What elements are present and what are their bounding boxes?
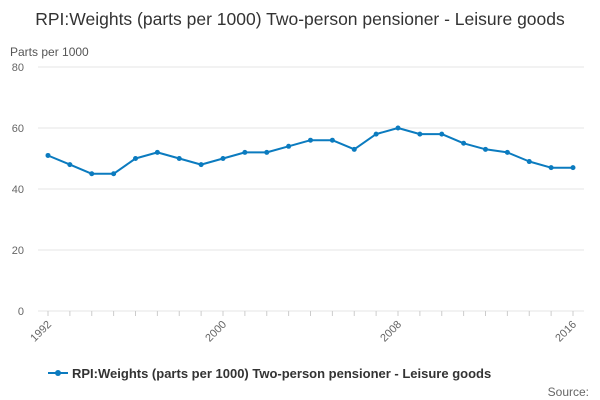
legend-label: RPI:Weights (parts per 1000) Two-person … — [72, 366, 491, 381]
y-tick-label: 80 — [12, 62, 24, 74]
source-label[interactable]: Source: — [548, 385, 589, 399]
data-point[interactable] — [242, 149, 248, 155]
legend[interactable]: RPI:Weights (parts per 1000) Two-person … — [48, 366, 491, 381]
data-point[interactable] — [570, 165, 576, 171]
x-tick-label: 2016 — [553, 319, 579, 345]
data-point[interactable] — [483, 146, 488, 152]
x-tick-label: 2008 — [378, 319, 404, 345]
data-point[interactable] — [329, 137, 335, 143]
data-point[interactable] — [308, 137, 313, 143]
x-tick-label: 2000 — [203, 319, 229, 345]
data-point[interactable] — [220, 156, 226, 161]
data-point[interactable] — [133, 156, 138, 161]
data-point[interactable] — [176, 156, 182, 161]
axes: 0 20 40 60 80 1992 2000 2008 2016 — [12, 62, 579, 344]
y-tick-label: 60 — [12, 123, 24, 135]
series-layer — [45, 125, 576, 177]
data-point[interactable] — [45, 152, 51, 158]
data-point[interactable] — [417, 131, 423, 137]
chart-title: RPI:Weights (parts per 1000) Two-person … — [35, 9, 565, 29]
data-point[interactable] — [198, 162, 204, 168]
series-line — [47, 127, 573, 175]
data-point[interactable] — [154, 149, 160, 155]
x-tick-label: 1992 — [28, 319, 54, 345]
data-point[interactable] — [264, 149, 270, 155]
data-point[interactable] — [111, 171, 117, 177]
data-point[interactable] — [67, 162, 73, 168]
data-point[interactable] — [89, 171, 95, 177]
data-point[interactable] — [286, 143, 292, 149]
data-point[interactable] — [439, 131, 445, 137]
y-tick-label: 40 — [12, 184, 24, 196]
data-point[interactable] — [461, 140, 467, 146]
data-point[interactable] — [373, 131, 379, 137]
data-point[interactable] — [395, 125, 401, 131]
data-point[interactable] — [526, 159, 532, 165]
legend-marker-icon — [55, 370, 61, 376]
data-point[interactable] — [351, 146, 357, 152]
y-tick-label: 20 — [12, 245, 24, 257]
y-tick-label: 0 — [18, 306, 24, 318]
data-point[interactable] — [504, 149, 510, 155]
y-axis-label: Parts per 1000 — [10, 45, 89, 59]
data-point[interactable] — [548, 165, 554, 171]
gridlines — [38, 66, 584, 312]
